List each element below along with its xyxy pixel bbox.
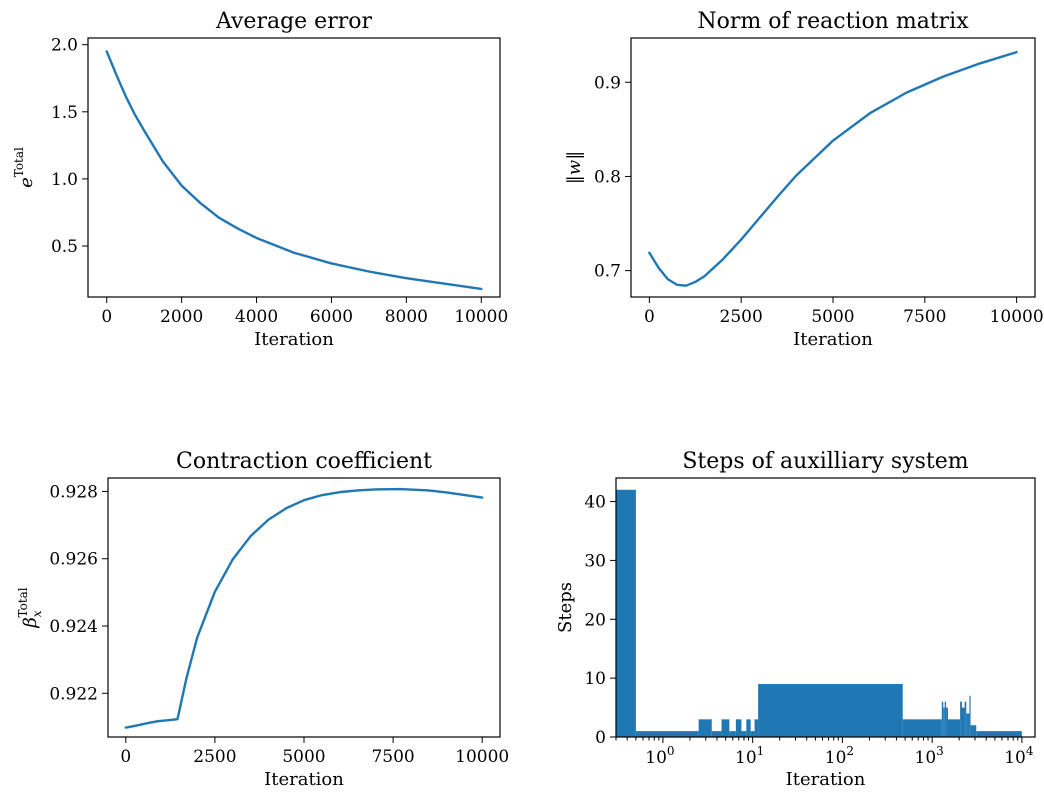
series-line [124,487,484,729]
x-tick-label: 2500 [193,747,236,767]
y-tick-label: 0.9 [594,73,621,93]
y-tick-label: 1.0 [51,170,78,190]
bar [746,719,751,737]
bar [729,731,736,737]
x-tick-label: 104 [1004,744,1034,768]
y-axis-label: eTotal [12,147,37,188]
bar [976,731,1022,737]
y-axis-label: Steps [555,582,576,633]
x-tick-label: 5000 [282,747,325,767]
bar [902,719,942,737]
x-tick-label: 2500 [720,307,763,327]
y-tick-label: 0.926 [49,550,98,570]
x-tick-label: 0 [101,307,112,327]
y-tick-label: 2.0 [51,36,78,56]
bar [635,731,699,737]
x-tick-label: 2000 [160,307,203,327]
plot-title: Steps of auxilliary system [682,449,968,474]
y-tick-label: 20 [584,610,606,630]
x-tick-label: 10000 [455,747,509,767]
bar [969,695,971,737]
subplot-1: 0 2000 4000 6000 8000 10000 0.5 1.0 1.5 2.0 Averag… [12,9,508,350]
x-axis-label: Iteration [793,329,873,350]
y-tick-label: 40 [584,493,606,513]
bar [966,713,970,737]
bar [960,701,962,737]
bar [711,731,722,737]
y-tick-label: 0 [595,728,606,748]
bar [946,707,948,737]
bar [698,719,712,737]
x-tick-label: 103 [915,744,944,768]
x-tick-label: 7500 [371,747,414,767]
subplot-3: 0 2500 5000 7500 10000 0.922 0.924 0.926 0.928 Co… [16,449,509,790]
bar [944,701,947,737]
bar [947,719,961,737]
x-axis-label: Iteration [786,769,866,790]
plot-title: Average error [215,9,372,34]
y-tick-label: 0.928 [49,482,98,502]
y-tick-label: 10 [584,669,606,689]
x-tick-label: 102 [825,744,854,768]
y-tick-label: 0.8 [594,167,621,187]
x-tick-label: 0 [644,307,655,327]
bar [964,701,967,737]
x-tick-label: 100 [645,744,674,768]
y-axis-label: βxTotal [16,587,44,628]
plot-frame [87,37,501,298]
y-tick-label: 0.5 [51,237,78,257]
y-axis-label: ‖w‖ [564,151,585,184]
subplot-4: 100 101 102 103 104 0 10 20 30 40 Steps of auxilli… [555,449,1036,790]
y-tick-label: 0.924 [49,617,98,637]
bar [616,489,636,737]
bar [721,719,730,737]
bar [758,684,903,737]
series-line [105,50,483,291]
x-tick-label: 0 [120,747,131,767]
x-tick-label: 5000 [811,307,854,327]
bar [943,707,945,737]
x-axis-label: Iteration [264,769,344,790]
bar [970,725,977,737]
x-tick-label: 10000 [990,307,1044,327]
bar [754,719,759,737]
y-tick-label: 1.5 [51,103,78,123]
x-tick-label: 101 [735,744,764,768]
x-tick-label: 4000 [235,307,278,327]
plot-frame [107,477,501,738]
bar [750,731,755,737]
plot-frame [615,477,1036,738]
plot-frame [630,37,1036,298]
bar [735,719,742,737]
plot-title: Norm of reaction matrix [697,9,969,34]
bar [941,701,944,737]
x-tick-label: 7500 [903,307,946,327]
y-tick-label: 0.7 [594,262,621,282]
y-tick-label: 0.922 [49,684,98,704]
subplot-2: 0 2500 5000 7500 10000 0.7 0.8 0.9 Norm of react… [564,9,1044,350]
plot-title: Contraction coefficient [176,449,432,474]
x-tick-label: 8000 [385,307,428,327]
y-tick-label: 30 [584,551,606,571]
x-tick-label: 6000 [310,307,353,327]
bar [961,707,965,737]
x-tick-label: 10000 [454,307,508,327]
bar [741,731,747,737]
x-axis-label: Iteration [254,329,334,350]
series-line [648,50,1018,287]
